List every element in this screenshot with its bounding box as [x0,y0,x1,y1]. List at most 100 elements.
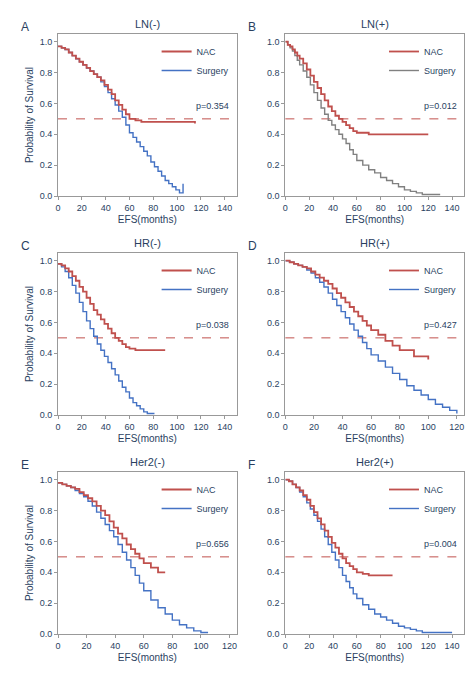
svg-text:20: 20 [77,422,87,432]
svg-text:40: 40 [328,641,338,651]
svg-text:140: 140 [445,641,460,651]
svg-text:NAC: NAC [197,266,217,276]
svg-text:0: 0 [55,203,60,213]
svg-text:Surgery: Surgery [197,66,229,76]
svg-text:20: 20 [304,203,314,213]
svg-text:0.0: 0.0 [267,629,280,639]
svg-text:EFS(months): EFS(months) [345,652,404,663]
svg-text:NAC: NAC [197,485,217,495]
svg-text:80: 80 [376,641,386,651]
svg-text:A: A [21,20,29,34]
svg-text:LN(-): LN(-) [135,18,160,30]
svg-text:20: 20 [82,641,92,651]
svg-text:20: 20 [304,641,314,651]
svg-text:0.0: 0.0 [40,191,53,201]
svg-text:120: 120 [449,422,464,432]
svg-text:p=0.354: p=0.354 [196,101,229,111]
svg-text:EFS(months): EFS(months) [118,433,177,444]
svg-text:0.4: 0.4 [267,348,280,358]
svg-text:NAC: NAC [424,485,444,495]
svg-text:100: 100 [421,422,436,432]
svg-text:0: 0 [55,641,60,651]
svg-text:40: 40 [338,422,348,432]
svg-text:40: 40 [101,203,111,213]
svg-text:0.8: 0.8 [40,506,53,516]
svg-text:0.0: 0.0 [267,410,280,420]
svg-text:0.6: 0.6 [40,99,53,109]
svg-text:Surgery: Surgery [197,285,229,295]
svg-text:140: 140 [217,422,232,432]
svg-text:120: 120 [222,641,237,651]
svg-text:0: 0 [283,422,288,432]
svg-text:1.0: 1.0 [40,37,53,47]
svg-text:0: 0 [55,422,60,432]
svg-text:120: 120 [193,203,208,213]
svg-text:p=0.038: p=0.038 [196,320,229,330]
svg-text:100: 100 [170,422,185,432]
svg-text:p=0.427: p=0.427 [424,320,457,330]
svg-text:0.2: 0.2 [40,598,53,608]
svg-text:1.0: 1.0 [40,256,53,266]
svg-text:1.0: 1.0 [40,475,53,485]
svg-text:0.8: 0.8 [267,68,280,78]
svg-text:0.0: 0.0 [40,410,53,420]
svg-text:F: F [248,458,255,472]
svg-text:100: 100 [397,641,412,651]
svg-text:0.6: 0.6 [267,318,280,328]
svg-text:NAC: NAC [197,47,217,57]
svg-text:Probability of Survival: Probability of Survival [24,286,35,382]
svg-text:p=0.012: p=0.012 [424,101,457,111]
svg-text:NAC: NAC [424,47,444,57]
svg-text:1.0: 1.0 [267,256,280,266]
svg-text:0.6: 0.6 [267,537,280,547]
svg-text:20: 20 [309,422,319,432]
svg-text:EFS(months): EFS(months) [345,214,404,225]
svg-text:0.2: 0.2 [40,379,53,389]
svg-text:80: 80 [148,422,158,432]
svg-text:EFS(months): EFS(months) [118,652,177,663]
svg-text:140: 140 [217,203,232,213]
svg-text:p=0.656: p=0.656 [196,539,229,549]
svg-text:Surgery: Surgery [424,66,456,76]
svg-text:Surgery: Surgery [424,504,456,514]
svg-text:0.2: 0.2 [267,160,280,170]
svg-text:100: 100 [397,203,412,213]
svg-text:Her2(-): Her2(-) [130,456,165,468]
svg-text:120: 120 [421,203,436,213]
svg-text:60: 60 [124,203,134,213]
svg-text:60: 60 [139,641,149,651]
svg-text:HR(-): HR(-) [134,237,161,249]
svg-text:120: 120 [421,641,436,651]
svg-text:0.6: 0.6 [267,99,280,109]
svg-text:Probability of Survival: Probability of Survival [24,505,35,601]
svg-text:0: 0 [283,641,288,651]
svg-text:100: 100 [170,203,185,213]
svg-text:p=0.004: p=0.004 [424,539,457,549]
svg-text:60: 60 [124,422,134,432]
svg-text:40: 40 [328,203,338,213]
svg-text:0.8: 0.8 [40,68,53,78]
svg-text:0.4: 0.4 [267,129,280,139]
svg-text:D: D [248,239,257,253]
svg-text:40: 40 [101,422,111,432]
svg-text:60: 60 [352,203,362,213]
svg-text:EFS(months): EFS(months) [345,433,404,444]
svg-text:Her2(+): Her2(+) [356,456,394,468]
svg-text:80: 80 [167,641,177,651]
svg-text:40: 40 [110,641,120,651]
svg-text:C: C [21,239,30,253]
svg-text:120: 120 [193,422,208,432]
svg-text:60: 60 [352,641,362,651]
svg-text:0.4: 0.4 [267,567,280,577]
svg-text:60: 60 [366,422,376,432]
svg-text:Surgery: Surgery [424,285,456,295]
svg-text:E: E [21,458,29,472]
svg-text:NAC: NAC [424,266,444,276]
svg-text:0.2: 0.2 [40,160,53,170]
svg-text:1.0: 1.0 [267,475,280,485]
svg-text:140: 140 [445,203,460,213]
svg-text:20: 20 [77,203,87,213]
svg-text:0.2: 0.2 [267,379,280,389]
svg-text:1.0: 1.0 [267,37,280,47]
svg-text:80: 80 [395,422,405,432]
